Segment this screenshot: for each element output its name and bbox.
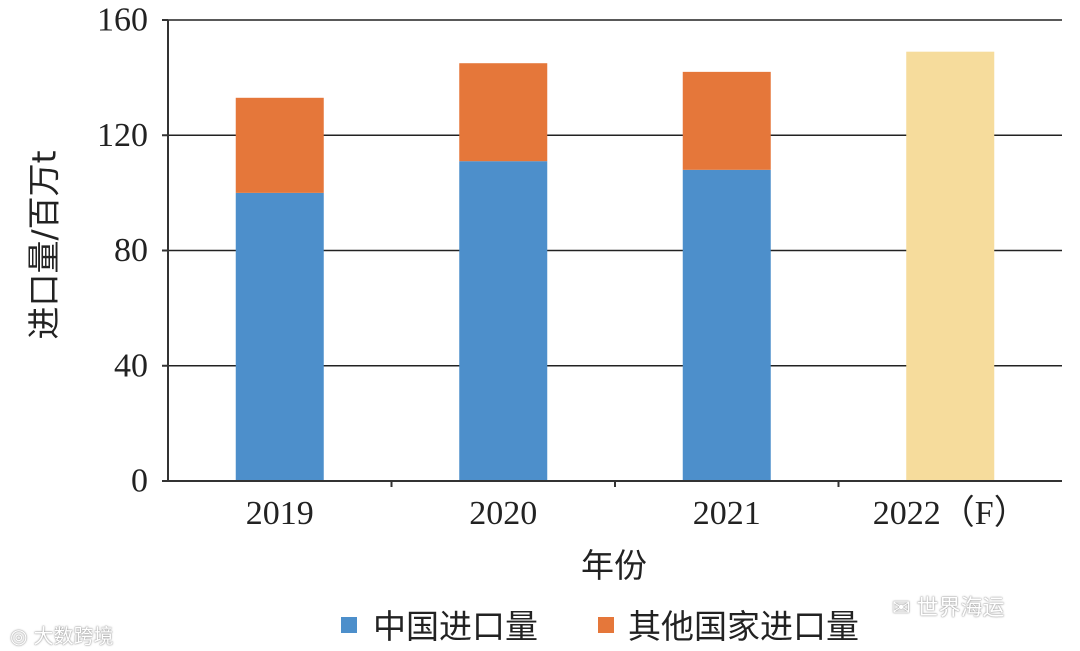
bars [235,51,995,481]
watermark-left-text: 大数跨境 [33,624,114,648]
legend-swatch-china [341,617,357,633]
logo-icon: ◎ [10,624,28,648]
bar-other-countries [459,63,548,162]
y-axis-title: 进口量/百万t [25,150,64,339]
y-tick-label: 80 [114,232,148,269]
wechat-icon: ✉ [892,596,911,621]
x-axis-title: 年份 [581,546,647,585]
legend-label-other: 其他国家进口量 [628,607,859,646]
x-tick-labels: 2019 2020 2021 2022（F） [246,481,1028,532]
y-tick-label: 160 [97,2,148,39]
legend: 中国进口量 其他国家进口量 [341,607,859,646]
x-tick-label: 2020 [469,495,537,532]
watermark-right-text: 世界海运 [916,596,1005,621]
bar-china [682,169,771,481]
y-tick-label: 120 [97,117,148,154]
watermark-left: ◎ 大数跨境 [10,620,113,649]
y-tick-label: 40 [114,347,148,384]
x-tick-label: 2019 [246,495,314,532]
bar-china [459,161,548,481]
bar-other-countries [235,97,324,193]
legend-swatch-other [598,617,614,633]
bar-forecast [906,51,995,481]
y-tick-label: 0 [131,463,148,500]
x-tick-label: 2022（F） [873,494,1028,532]
y-tick-labels: 0 40 80 120 160 [97,2,168,500]
bar-china [235,192,324,481]
bar-other-countries [682,71,771,170]
watermark-right: ✉ 世界海运 [892,590,1004,622]
legend-label-china: 中国进口量 [373,607,538,646]
x-tick-label: 2021 [693,495,761,532]
